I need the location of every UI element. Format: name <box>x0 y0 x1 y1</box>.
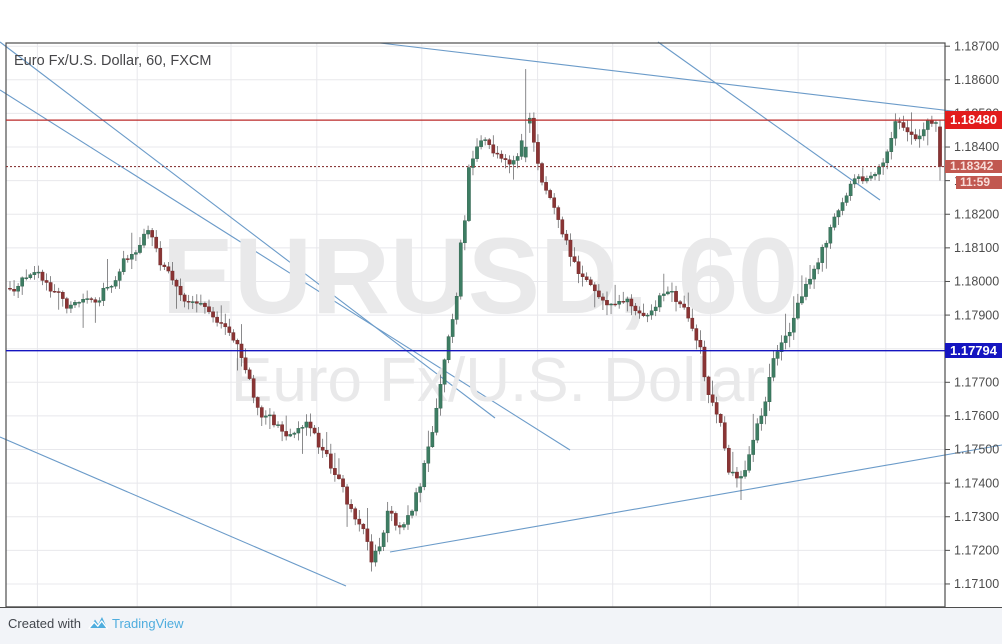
svg-text:Euro Fx/U.S. Dollar, 60, FXCM: Euro Fx/U.S. Dollar, 60, FXCM <box>14 53 211 69</box>
svg-text:1.18200: 1.18200 <box>954 207 999 221</box>
svg-text:1.18700: 1.18700 <box>954 39 999 53</box>
svg-text:1.17700: 1.17700 <box>954 376 999 390</box>
svg-text:1.17300: 1.17300 <box>954 510 999 524</box>
svg-text:Euro Fx/U.S. Dollar: Euro Fx/U.S. Dollar <box>231 346 765 415</box>
svg-text:1.18600: 1.18600 <box>954 73 999 87</box>
svg-text:1.17200: 1.17200 <box>954 544 999 558</box>
svg-text:1.17100: 1.17100 <box>954 577 999 591</box>
svg-text:1.18100: 1.18100 <box>954 241 999 255</box>
svg-text:1.17400: 1.17400 <box>954 476 999 490</box>
svg-text:1.18400: 1.18400 <box>954 140 999 154</box>
svg-text:1.17500: 1.17500 <box>954 443 999 457</box>
svg-text:1.17900: 1.17900 <box>954 308 999 322</box>
svg-text:1.17600: 1.17600 <box>954 409 999 423</box>
svg-text:1.18000: 1.18000 <box>954 275 999 289</box>
svg-text:EURUSD, 60: EURUSD, 60 <box>162 215 798 336</box>
